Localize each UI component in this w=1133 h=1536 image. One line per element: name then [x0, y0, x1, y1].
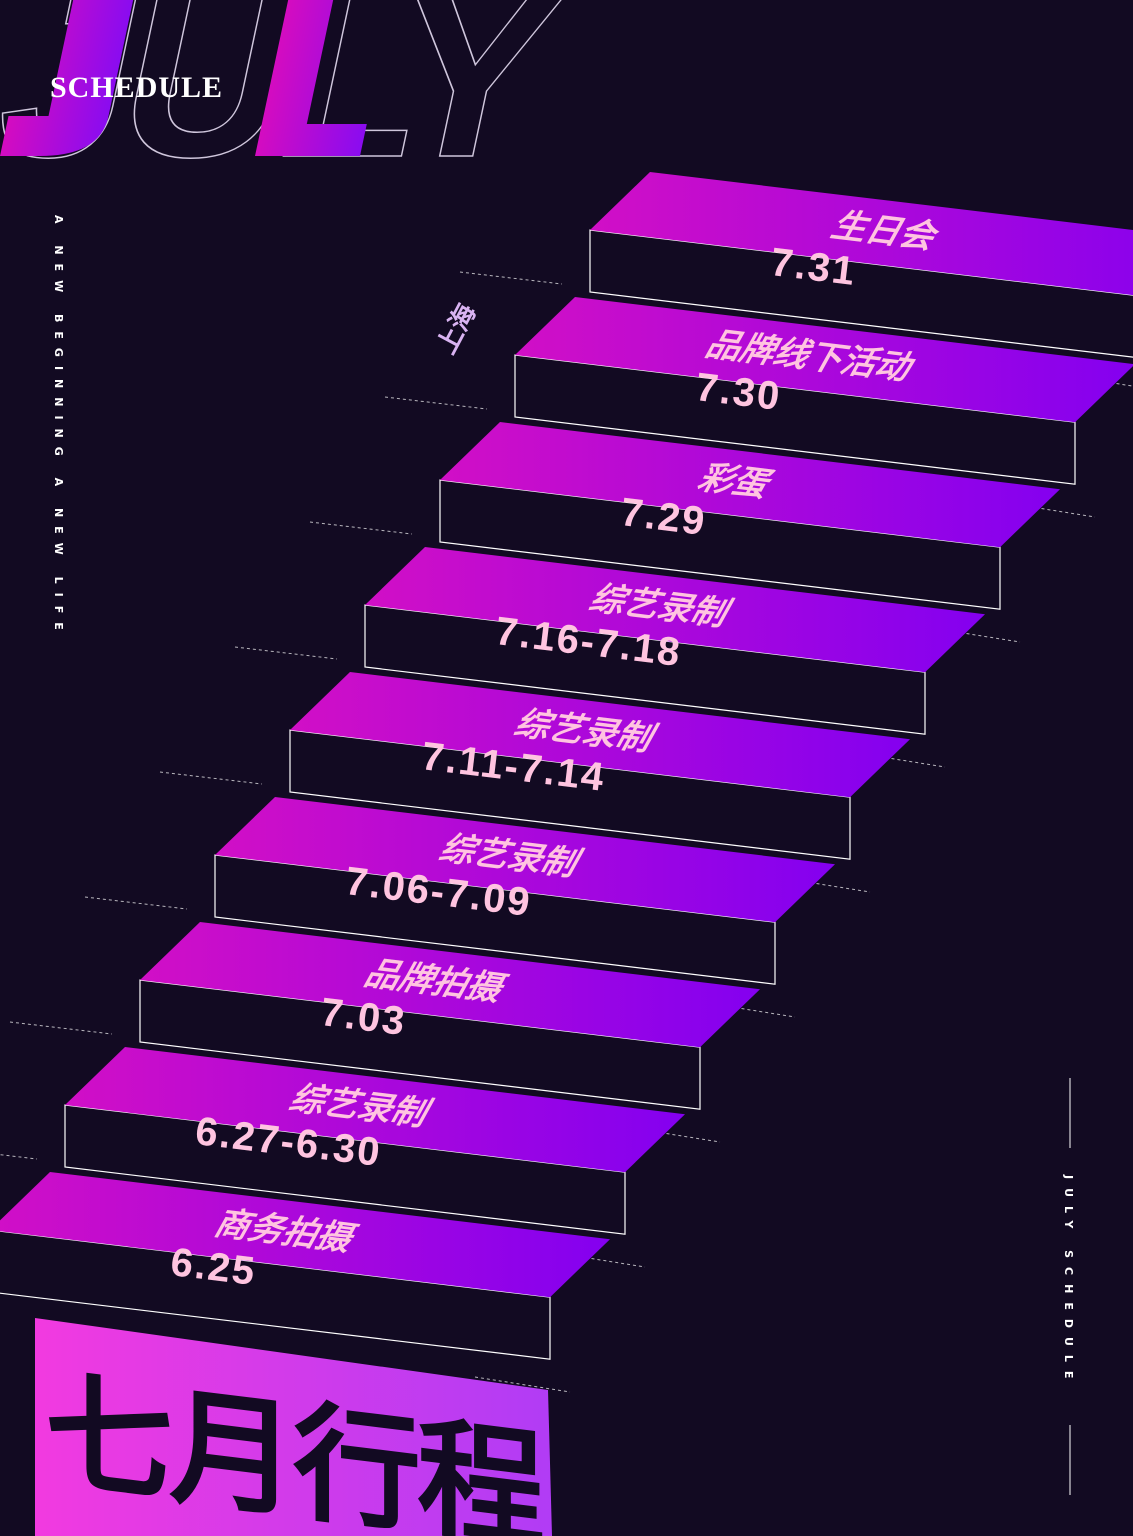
- dashed-guide-right: [999, 501, 1096, 518]
- header: JULY SCHEDULE: [0, 0, 575, 206]
- step-top-face: [590, 172, 1133, 296]
- step-top-face: [290, 672, 910, 798]
- step-top-face: [365, 547, 985, 673]
- dashed-guide-right: [624, 1126, 721, 1143]
- dashed-guide-left: [234, 646, 338, 660]
- step-top-face: [215, 797, 835, 923]
- step-top-face: [515, 297, 1133, 423]
- step-top-face: [0, 1172, 610, 1298]
- july-letter-l-fill: [255, 0, 367, 156]
- step-date-label: 7.29: [618, 490, 708, 544]
- dashed-guide-left: [459, 271, 563, 285]
- step-date-label: 7.30: [693, 365, 783, 419]
- step-date-label: 7.31: [768, 240, 858, 294]
- location-tag: 上海: [432, 299, 483, 359]
- step-top-face: [440, 422, 1060, 548]
- dashed-guide-right: [549, 1251, 646, 1268]
- main-title-block: 七月行程: [35, 1318, 552, 1536]
- step-date-label: 6.25: [168, 1240, 258, 1294]
- dashed-guide-left: [9, 1021, 113, 1035]
- dashed-guide-left: [159, 771, 263, 785]
- july-letter-j-fill: [0, 0, 135, 156]
- dashed-guide-left: [84, 896, 188, 910]
- dashed-guide-right: [1074, 376, 1133, 387]
- dashed-guide-right: [849, 751, 946, 768]
- side-text-right: JULY SCHEDULE: [1062, 1174, 1075, 1387]
- side-text-left: A NEW BEGINNING A NEW LIFE: [52, 215, 65, 639]
- dashed-guide-left: [384, 396, 488, 410]
- schedule-step: 彩蛋7.29: [309, 422, 1060, 643]
- step-top-face: [140, 922, 760, 1048]
- dashed-guide-left: [309, 521, 413, 535]
- step-date-label: 7.03: [318, 990, 408, 1044]
- schedule-subtitle: SCHEDULE: [50, 71, 223, 104]
- dashed-guide-right: [924, 626, 1021, 643]
- dashed-guide-right: [774, 876, 871, 893]
- step-top-face: [65, 1047, 685, 1173]
- dashed-guide-left: [0, 1154, 38, 1160]
- step-front-face: [514, 354, 1076, 485]
- main-title-background: [35, 1318, 552, 1536]
- dashed-guide-right: [474, 1376, 571, 1393]
- side-text-right-group: JULY SCHEDULE: [1062, 1078, 1075, 1495]
- dashed-guide-right: [699, 1001, 796, 1018]
- step-front-face: [589, 229, 1133, 358]
- schedule-stairs: 生日会7.31品牌线下活动7.30彩蛋7.29综艺录制7.16-7.18综艺录制…: [0, 172, 1133, 1393]
